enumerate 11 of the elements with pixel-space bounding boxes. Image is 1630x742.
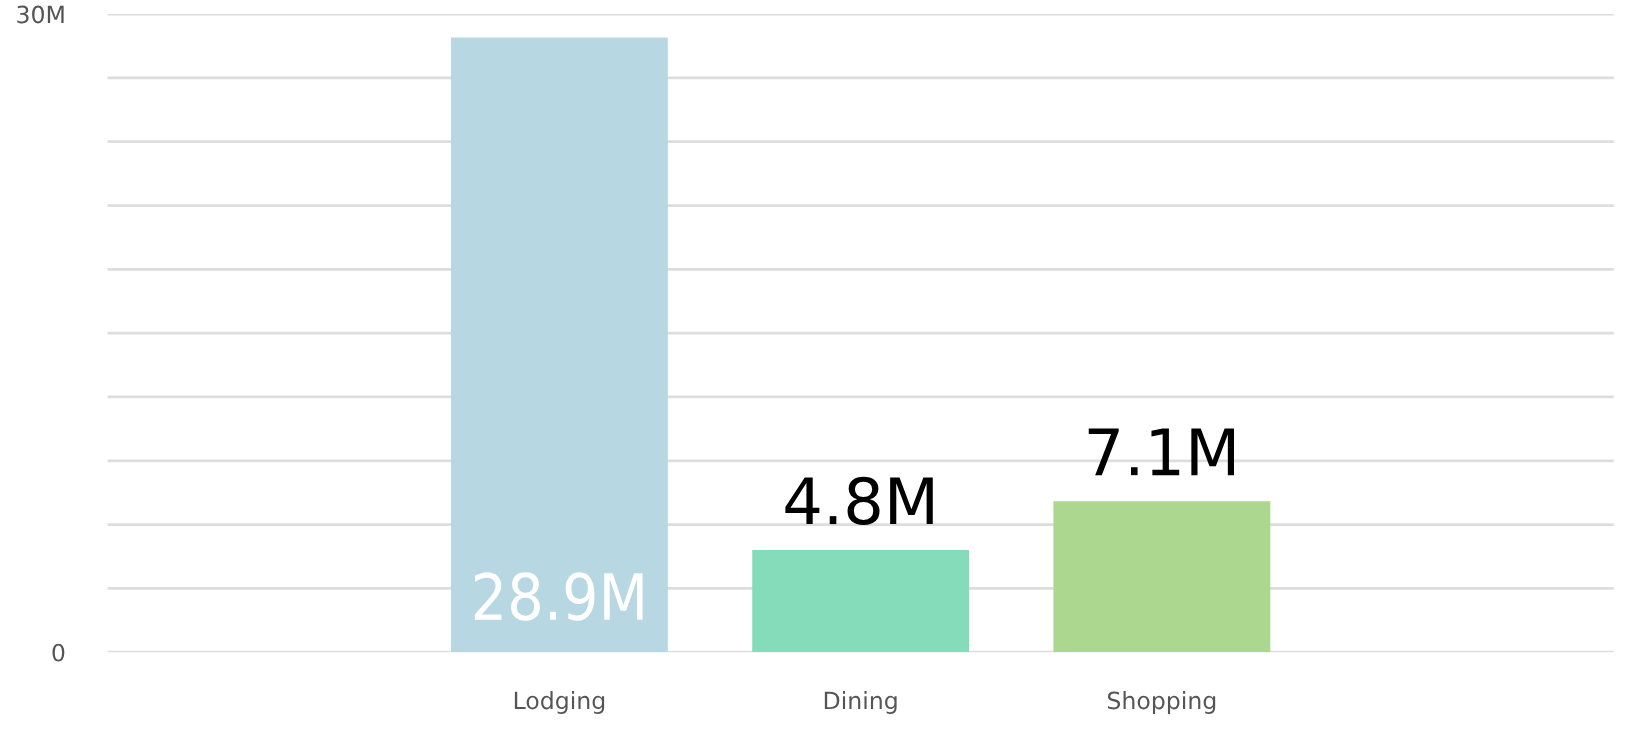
y-tick-label: 30M [17, 5, 64, 24]
bar [752, 550, 970, 653]
y-tick-label: 0 [52, 643, 65, 662]
data-label: 7.1M [1088, 428, 1234, 476]
bar [450, 37, 668, 653]
x-tick-label: Dining [824, 691, 897, 714]
data-label: 4.8M [785, 476, 933, 525]
bar [1053, 501, 1271, 653]
data-label: 28.9M [474, 572, 643, 621]
x-tick-label: Lodging [514, 691, 605, 714]
x-tick-label: Shopping [1107, 691, 1216, 714]
